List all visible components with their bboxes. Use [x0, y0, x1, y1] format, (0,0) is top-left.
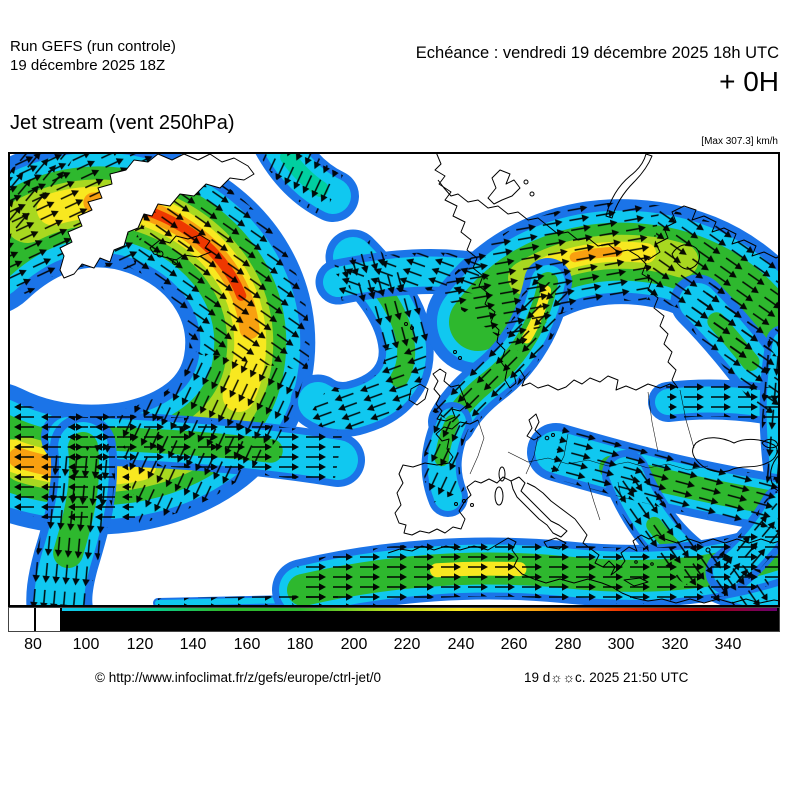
- russia-arctic-coast: [647, 205, 780, 261]
- tick-label: 180: [286, 636, 314, 653]
- forecast-step-label: + 0H: [719, 66, 779, 97]
- tick-label: 260: [500, 636, 528, 653]
- tick-label: 220: [393, 636, 421, 653]
- africa-coast: [387, 537, 780, 604]
- tick-label: 160: [233, 636, 261, 653]
- tick-label: 120: [126, 636, 154, 653]
- black-sea-coast: [692, 437, 778, 473]
- tick-label: 340: [714, 636, 742, 653]
- denmark-coast: [526, 413, 542, 441]
- run-info: Run GEFS (run controle) 19 décembre 2025…: [10, 37, 176, 75]
- jet-stream-map: [8, 152, 780, 607]
- tick-label: 200: [340, 636, 368, 653]
- colorbar-tick-labels: 80 100 120 140 160 180 200 220 240 260 2…: [0, 636, 788, 658]
- wind-speed-colorbar: [8, 607, 780, 632]
- tick-label: 80: [24, 636, 42, 653]
- footer-datetime: 19 d☼☼c. 2025 21:50 UTC: [524, 670, 689, 685]
- italy-coast: [510, 476, 568, 538]
- echeance-label: Echéance : vendredi 19 décembre 2025 18h…: [415, 44, 779, 62]
- great-britain-coast: [432, 368, 468, 422]
- greenland-coast: [59, 153, 255, 279]
- white-sea-coast: [671, 244, 700, 270]
- adriatic-coast: [526, 482, 576, 520]
- sicily-coast: [543, 537, 567, 550]
- run-date-label: 19 décembre 2025 18Z: [10, 57, 166, 74]
- svalbard-coast: [487, 169, 521, 205]
- run-model-label: Run GEFS (run controle): [10, 38, 176, 55]
- turkey-coast: [664, 538, 780, 544]
- ireland-coast: [408, 383, 429, 406]
- crete-coast: [623, 577, 649, 587]
- tick-label: 100: [72, 636, 100, 653]
- scandinavia-coast: [434, 152, 679, 391]
- tick-label: 280: [554, 636, 582, 653]
- footer-copyright: © http://www.infoclimat.fr/z/gefs/europe…: [95, 670, 382, 685]
- iceland-coast: [149, 234, 212, 261]
- coastlines: [59, 152, 780, 604]
- max-wind-label: [Max 307.3] km/h: [701, 136, 778, 147]
- caspian-coast: [770, 453, 780, 493]
- map-frame: [8, 152, 780, 607]
- colorbar-gradient-strip: [62, 608, 777, 611]
- tick-label: 300: [607, 636, 635, 653]
- france-iberia-coast: [394, 419, 520, 536]
- country-borders: [424, 389, 709, 521]
- colorbar-cell-white-2: [36, 608, 62, 631]
- colorbar-cell-white-1: [9, 608, 36, 631]
- novaya-zemlya-coast: [605, 153, 653, 219]
- balkans-greece-coast: [574, 518, 666, 576]
- tick-label: 320: [661, 636, 689, 653]
- page-title: Jet stream (vent 250hPa): [10, 112, 235, 134]
- baltic-finland-coast: [437, 179, 679, 389]
- tick-label: 140: [179, 636, 207, 653]
- tick-label: 240: [447, 636, 475, 653]
